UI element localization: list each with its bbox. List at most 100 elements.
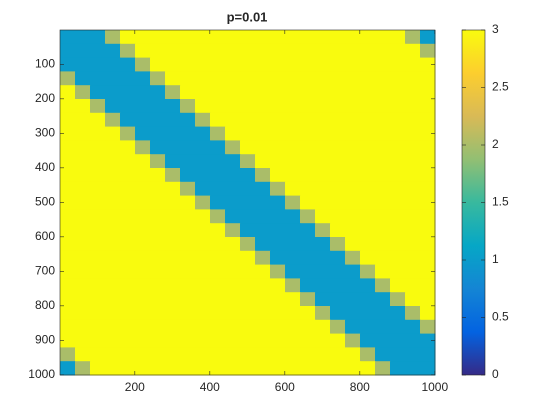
- heatmap-cell: [240, 195, 256, 210]
- heatmap-cell: [150, 278, 166, 293]
- heatmap-cell: [105, 319, 121, 335]
- colorbar-tick-label: 0.5: [492, 310, 509, 324]
- heatmap-cell: [285, 99, 301, 114]
- heatmap-cell: [255, 112, 271, 128]
- heatmap-cell: [195, 278, 211, 293]
- heatmap-cell: [270, 319, 286, 335]
- heatmap-cell: [345, 85, 361, 100]
- heatmap-cell: [225, 292, 241, 307]
- heatmap-cell: [345, 292, 361, 307]
- heatmap-cell: [390, 306, 406, 321]
- heatmap-cell: [195, 209, 211, 224]
- heatmap-cell: [195, 319, 211, 335]
- heatmap-cell: [285, 126, 301, 141]
- heatmap-cell: [240, 140, 256, 155]
- heatmap-cell: [405, 112, 421, 128]
- heatmap-cell: [225, 99, 241, 114]
- heatmap-cell: [195, 292, 211, 307]
- heatmap-cell: [270, 223, 286, 238]
- heatmap-cell: [405, 181, 421, 197]
- heatmap-cell: [255, 264, 271, 279]
- heatmap-cell: [405, 140, 421, 155]
- heatmap-cell: [60, 237, 76, 252]
- x-tick-label: 200: [125, 380, 145, 394]
- heatmap-cell: [315, 195, 331, 210]
- heatmap-cell: [195, 43, 211, 59]
- heatmap-cell: [75, 361, 91, 376]
- colorbar-tick-label: 3: [492, 22, 499, 36]
- heatmap-cell: [360, 333, 376, 348]
- heatmap-cell: [150, 126, 166, 141]
- heatmap-cell: [135, 292, 151, 307]
- heatmap-cell: [135, 195, 151, 210]
- heatmap-cell: [300, 195, 316, 210]
- heatmap-cell: [225, 71, 241, 86]
- heatmap-cell: [60, 99, 76, 114]
- heatmap-cell: [360, 168, 376, 183]
- heatmap-cell: [405, 57, 421, 72]
- heatmap-cell: [405, 237, 421, 252]
- heatmap-cell: [420, 347, 436, 362]
- heatmap-cell: [285, 195, 301, 210]
- heatmap-cell: [180, 99, 196, 114]
- heatmap-cell: [240, 71, 256, 86]
- heatmap-cell: [405, 264, 421, 279]
- heatmap-cell: [195, 99, 211, 114]
- y-tick-label: 800: [35, 298, 55, 312]
- heatmap-cell: [330, 306, 346, 321]
- heatmap-cell: [285, 347, 301, 362]
- heatmap-cell: [285, 168, 301, 183]
- heatmap-cell: [165, 237, 181, 252]
- heatmap-cell: [180, 154, 196, 169]
- heatmap-cell: [360, 223, 376, 238]
- heatmap-cell: [105, 209, 121, 224]
- heatmap-cell: [420, 250, 436, 266]
- heatmap-cell: [150, 154, 166, 169]
- heatmap-cell: [165, 319, 181, 335]
- heatmap-cell: [315, 361, 331, 376]
- heatmap-cell: [300, 43, 316, 59]
- heatmap-cell: [360, 361, 376, 376]
- heatmap-cell: [135, 333, 151, 348]
- x-tick-label: 400: [200, 380, 220, 394]
- heatmap-cell: [405, 333, 421, 348]
- heatmap-cell: [75, 223, 91, 238]
- heatmap-cell: [120, 168, 136, 183]
- heatmap-cell: [420, 181, 436, 197]
- heatmap-cell: [420, 209, 436, 224]
- heatmap-cell: [390, 264, 406, 279]
- heatmap-cell: [60, 57, 76, 72]
- heatmap-cell: [225, 154, 241, 169]
- heatmap-cell: [225, 30, 241, 45]
- heatmap-cell: [135, 71, 151, 86]
- heatmap-cell: [255, 85, 271, 100]
- heatmap-cell: [240, 168, 256, 183]
- heatmap-cell: [180, 306, 196, 321]
- heatmap-cell: [375, 223, 391, 238]
- heatmap-cell: [330, 112, 346, 128]
- heatmap-cell: [75, 292, 91, 307]
- heatmap-cell: [405, 278, 421, 293]
- heatmap-cell: [210, 223, 226, 238]
- heatmap-cell: [390, 168, 406, 183]
- heatmap-cell: [285, 319, 301, 335]
- heatmap-cell: [165, 333, 181, 348]
- heatmap-cell: [180, 319, 196, 335]
- heatmap-cell: [75, 43, 91, 59]
- colorbar-tick-label: 1: [492, 252, 499, 266]
- heatmap-cell: [60, 333, 76, 348]
- heatmap-cell: [285, 71, 301, 86]
- heatmap-cell: [270, 209, 286, 224]
- heatmap-cell: [210, 126, 226, 141]
- heatmap-cell: [240, 319, 256, 335]
- heatmap-cell: [330, 347, 346, 362]
- heatmap-cell: [105, 333, 121, 348]
- heatmap-cell: [315, 237, 331, 252]
- heatmap-cell: [420, 195, 436, 210]
- heatmap-cell: [150, 223, 166, 238]
- heatmap-cell: [315, 57, 331, 72]
- heatmap-cell: [150, 361, 166, 376]
- heatmap-cell: [240, 361, 256, 376]
- heatmap-cell: [420, 57, 436, 72]
- heatmap-cell: [390, 237, 406, 252]
